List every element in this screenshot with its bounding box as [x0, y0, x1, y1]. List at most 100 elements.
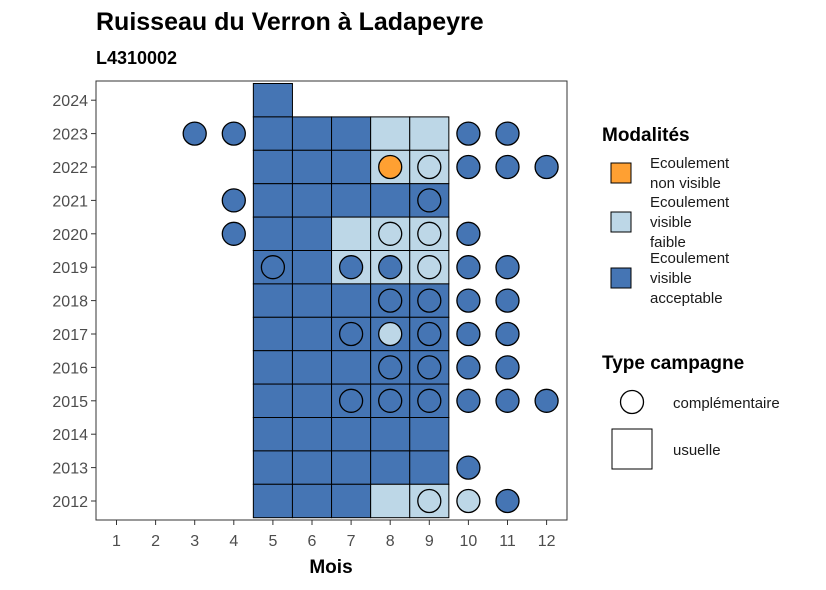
tile-2018-6 — [291, 283, 333, 318]
y-tick-label-2021: 2021 — [52, 193, 88, 210]
tile-2012-6 — [291, 483, 333, 519]
y-tick-label-2024: 2024 — [52, 93, 88, 110]
point-2012-10 — [456, 488, 481, 514]
x-tick-label-1: 1 — [112, 533, 121, 550]
x-tick-label-2: 2 — [151, 533, 160, 550]
legend-type-title: Type campagne — [602, 353, 744, 374]
point-2019-9 — [417, 255, 442, 280]
tile-2022-6 — [291, 149, 333, 185]
y-tick-label-2019: 2019 — [52, 260, 88, 277]
tile-2018-5 — [252, 283, 293, 318]
point-2020-10 — [456, 221, 481, 246]
point-2021-4 — [221, 188, 246, 213]
tile-2023-6 — [291, 116, 333, 151]
x-tick-label-4: 4 — [229, 533, 238, 550]
point-2015-7 — [338, 388, 364, 413]
tile-2015-6 — [291, 383, 333, 419]
tile-2022-7 — [331, 149, 372, 185]
point-2016-11 — [495, 355, 520, 380]
legend-label-3-3: acceptable — [650, 290, 723, 307]
tile-2021-6 — [291, 183, 333, 218]
legend-label-1-1: Ecoulement — [650, 155, 730, 172]
x-tick-label-8: 8 — [386, 533, 395, 550]
y-tick-label-2012: 2012 — [52, 494, 88, 511]
legend-circle-key — [619, 389, 645, 415]
x-tick-label-11: 11 — [499, 533, 516, 550]
tile-2020-7 — [331, 216, 372, 252]
y-tick-label-2017: 2017 — [52, 327, 88, 344]
point-2021-9 — [417, 188, 442, 213]
point-2023-3 — [182, 121, 207, 146]
point-2012-11 — [495, 488, 520, 514]
tile-2017-6 — [291, 316, 333, 352]
tile-2013-6 — [291, 450, 333, 485]
tile-2016-7 — [331, 350, 372, 385]
tile-2013-8 — [370, 450, 411, 485]
x-tick-label-3: 3 — [190, 533, 199, 550]
y-tick-label-2015: 2015 — [52, 394, 88, 411]
tile-2014-6 — [291, 417, 333, 452]
tile-2014-8 — [370, 417, 411, 452]
legend-label-3-1: Ecoulement — [650, 250, 730, 267]
y-tick-label-2023: 2023 — [52, 127, 88, 144]
point-2017-8 — [378, 321, 403, 347]
legend-key-1 — [610, 162, 632, 184]
tile-2024-5 — [252, 83, 293, 118]
legend-square-key — [611, 428, 653, 470]
y-tick-label-2013: 2013 — [52, 461, 88, 478]
x-tick-label-10: 10 — [460, 533, 478, 550]
legend-type-label-2: usuelle — [673, 442, 721, 459]
point-2019-5 — [260, 255, 286, 280]
tile-2012-7 — [331, 483, 372, 519]
y-tick-label-2016: 2016 — [52, 360, 88, 377]
tile-2021-8 — [370, 183, 411, 218]
point-2023-10 — [456, 121, 481, 146]
tile-2014-5 — [252, 417, 293, 452]
point-2018-8 — [378, 288, 403, 313]
x-tick-label-6: 6 — [308, 533, 317, 550]
point-2019-11 — [495, 255, 520, 280]
point-2020-9 — [417, 221, 442, 246]
legend: Modalités Ecoulement non visible Ecoulement… — [602, 125, 780, 470]
legend-label-3-2: visible — [650, 270, 692, 287]
point-2017-11 — [495, 321, 520, 347]
legend-label-2-1: Ecoulement — [650, 194, 730, 211]
point-2015-10 — [456, 388, 481, 413]
tile-2012-8 — [370, 483, 411, 519]
point-2023-11 — [495, 121, 520, 146]
legend-label-2-2: visible — [650, 214, 692, 231]
chart-title: Ruisseau du Verron à Ladapeyre — [96, 8, 484, 36]
legend-label-2-3: faible — [650, 234, 686, 251]
chart-subtitle: L4310002 — [96, 48, 177, 68]
tile-2016-6 — [291, 350, 333, 385]
legend-type-label-1: complémentaire — [673, 395, 780, 412]
point-2015-11 — [495, 388, 520, 413]
point-2022-9 — [417, 154, 442, 180]
tile-2016-5 — [252, 350, 293, 385]
legend-key-3 — [610, 267, 632, 289]
tile-2021-7 — [331, 183, 372, 218]
x-tick-label-9: 9 — [425, 533, 434, 550]
point-2012-9 — [417, 488, 442, 514]
tile-2018-7 — [331, 283, 372, 318]
legend-label-1-2: non visible — [650, 175, 721, 192]
legend-modalites-title: Modalités — [602, 125, 690, 146]
point-2020-8 — [378, 221, 403, 246]
y-tick-label-2014: 2014 — [52, 427, 88, 444]
point-2016-8 — [378, 355, 403, 380]
tile-2022-5 — [252, 149, 293, 185]
tile-2017-5 — [252, 316, 293, 352]
point-2020-4 — [221, 221, 246, 246]
tile-2013-7 — [331, 450, 372, 485]
tile-2023-5 — [252, 116, 293, 151]
point-2015-9 — [417, 388, 442, 413]
tile-2023-9 — [409, 116, 450, 151]
point-2022-11 — [495, 154, 520, 180]
tile-2021-5 — [252, 183, 293, 218]
tile-2012-5 — [252, 483, 293, 519]
point-2015-8 — [378, 388, 403, 413]
point-2019-8 — [378, 255, 403, 280]
point-2018-9 — [417, 288, 442, 313]
point-2017-10 — [456, 321, 481, 347]
